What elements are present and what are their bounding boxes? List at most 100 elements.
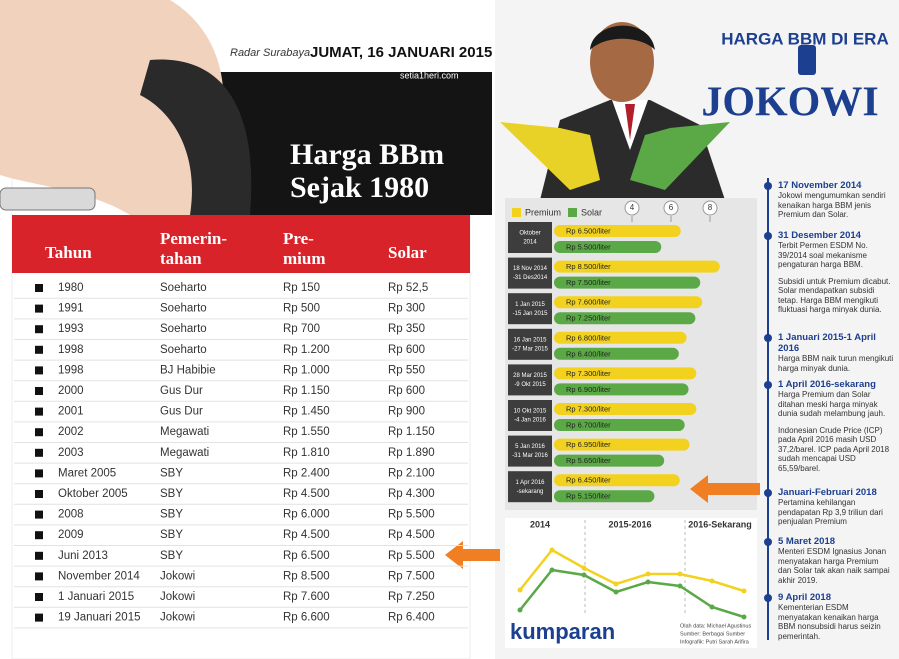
table-cell: Rp 500 <box>283 303 320 315</box>
table-cell: 1998 <box>58 364 84 376</box>
trend-point <box>581 572 587 578</box>
category-label: -27 Mar 2015 <box>512 346 548 352</box>
table-cell: 2001 <box>58 406 84 418</box>
table-header-cell: tahan <box>160 249 202 268</box>
bullet <box>35 284 43 292</box>
table-cell: Rp 550 <box>388 364 425 376</box>
category-label: 10 Okt 2015 <box>514 409 547 415</box>
trend-label: 2014 <box>530 519 550 529</box>
table-cell: Rp 900 <box>388 406 425 418</box>
category-box <box>508 364 552 396</box>
trend-label: 2015-2016 <box>608 519 651 529</box>
arrow <box>690 475 760 503</box>
table-cell: Megawati <box>160 426 209 438</box>
tick-badge <box>663 200 679 216</box>
table-cell: 2002 <box>58 426 84 438</box>
value-label: Rp 7.250/liter <box>566 314 611 323</box>
trend-point <box>517 607 523 613</box>
table-header-cell: Tahun <box>45 243 92 262</box>
table-cell: Rp 7.600 <box>283 591 330 603</box>
bar <box>554 276 701 289</box>
bar <box>554 331 687 344</box>
bullet <box>35 551 43 560</box>
category-label: 18 Nov 2014 <box>513 266 548 272</box>
timeline-date: 1 April 2016-sekarang <box>778 379 876 390</box>
table-cell: 2008 <box>58 509 84 521</box>
category-label: -9 Okt 2015 <box>514 382 546 388</box>
legend-label: Premium <box>525 207 561 217</box>
timeline-entry: 1 April 2016-sekarang Harga Premium dan S… <box>778 379 894 480</box>
arrow <box>445 541 500 569</box>
value-label: Rp 7.500/liter <box>566 278 611 287</box>
table-cell: Rp 1.810 <box>283 447 330 459</box>
table-cell: Rp 7.500 <box>388 570 435 582</box>
table-header-cell: Pemerin- <box>160 229 227 248</box>
timeline-text: Subsidi untuk Premium dicabut. Solar men… <box>778 276 891 315</box>
bullet <box>35 304 43 313</box>
category-box <box>508 222 552 253</box>
table-cell: 2003 <box>58 447 84 459</box>
value-label: Rp 6.450/liter <box>566 476 611 485</box>
trend-point <box>677 571 683 577</box>
trend-line <box>519 568 745 619</box>
table-header-cell: Solar <box>388 243 427 262</box>
table-cell: Rp 8.500 <box>283 570 330 582</box>
value-label: Rp 7.600/liter <box>566 298 611 307</box>
bullet <box>35 572 43 581</box>
value-label: Rp 5.150/liter <box>566 492 611 501</box>
pipe <box>0 187 96 211</box>
legend-label: Solar <box>581 207 602 217</box>
table-header <box>12 215 470 273</box>
table-cell: Rp 2.400 <box>283 467 330 479</box>
timeline-date: Januari-Februari 2018 <box>778 487 877 498</box>
timeline-text: Pertamina kehilangan pendapatan Rp 3,9 t… <box>778 498 883 526</box>
value-label: Rp 7.300/liter <box>566 404 611 413</box>
table-cell: Rp 6.400 <box>388 612 435 624</box>
timeline-dot <box>764 594 772 602</box>
legend-swatch <box>568 208 577 217</box>
bullet <box>35 448 43 457</box>
trend-point <box>581 565 587 571</box>
value-label: Rp 6.400/liter <box>566 349 611 358</box>
date: JUMAT, 16 JANUARI 2015 <box>310 44 492 61</box>
title: Sejak 1980 <box>290 171 429 204</box>
table-cell: Rp 2.100 <box>388 467 435 479</box>
bar <box>554 419 685 431</box>
pump-icon <box>798 45 816 75</box>
table-cell: 1993 <box>58 323 84 335</box>
timeline-entry: 1 Januari 2015-1 April 2016 Harga BBM nai… <box>778 332 894 380</box>
category-label: -4 Jan 2016 <box>514 418 546 424</box>
timeline-date: 9 April 2018 <box>778 592 831 603</box>
infographic-title: HARGA BBM DI ERA <box>721 29 888 48</box>
bullet <box>35 593 43 601</box>
bullet <box>35 469 43 478</box>
bar <box>554 383 689 396</box>
table-cell: Soeharto <box>160 303 207 315</box>
table-cell: Oktober 2005 <box>58 488 128 500</box>
credit: Infografik: Putri Sarah Arifira <box>680 639 750 645</box>
category-box <box>508 471 552 503</box>
table-cell: Rp 6.500 <box>283 550 330 562</box>
bullet <box>35 407 43 416</box>
bar <box>554 241 662 253</box>
table-cell: Rp 700 <box>283 323 320 335</box>
category-label: -15 Jan 2015 <box>512 311 548 317</box>
hair <box>590 25 655 50</box>
timeline-date: 1 Januari 2015-1 April 2016 <box>778 332 876 354</box>
table-cell: BJ Habibie <box>160 364 216 376</box>
table-cell: Rp 1.450 <box>283 406 330 418</box>
table-cell: Rp 300 <box>388 303 425 315</box>
timeline-entry: 5 Maret 2018 Menteri ESDM Ignasius Jonan … <box>778 536 894 592</box>
timeline-dot <box>764 232 772 240</box>
trend-point <box>517 587 523 593</box>
timeline-dot <box>764 381 772 389</box>
table-cell: Soeharto <box>160 282 207 294</box>
category-box <box>508 293 552 325</box>
value-label: Rp 5.650/liter <box>566 456 611 465</box>
trend-point <box>645 571 651 577</box>
value-label: Rp 6.500/liter <box>566 226 611 235</box>
table-header-cell: Pre- <box>283 229 314 248</box>
table-cell: 2009 <box>58 529 84 541</box>
bar <box>554 312 696 325</box>
value-label: Rp 6.950/liter <box>566 440 611 449</box>
